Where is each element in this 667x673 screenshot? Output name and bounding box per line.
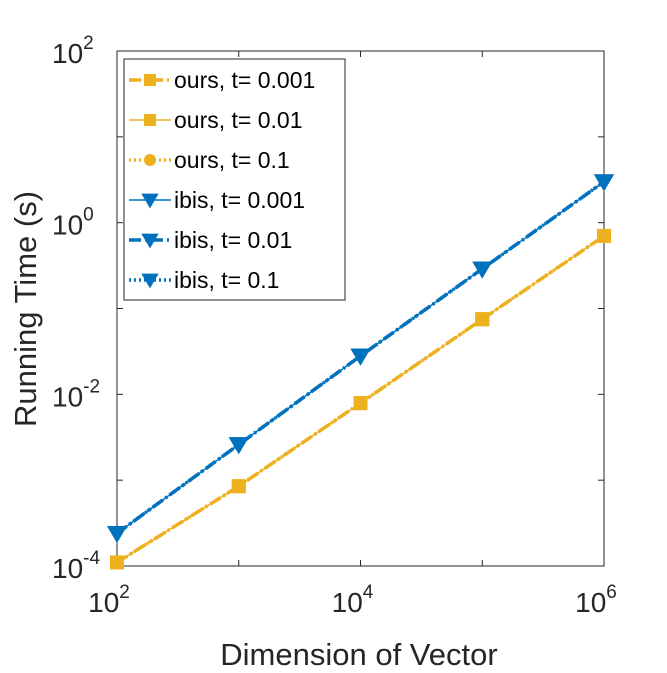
data-point [594,174,614,192]
y-tick-exponent: 2 [83,33,94,54]
y-tick-base: 10 [52,553,83,584]
x-tick-base: 10 [575,587,606,618]
legend-marker [141,273,159,289]
y-tick-exponent: -4 [83,548,100,569]
legend-label: ibis, t= 0.01 [174,227,292,253]
data-point [350,348,371,366]
legend: ours, t= 0.001 ours, t= 0.01 ours, t= 0.1 i… [123,58,346,301]
x-tick-label: 102 [88,582,130,618]
legend-marker [144,74,156,86]
y-tick-exponent: -2 [83,376,100,397]
legend-label: ours, t= 0.1 [174,147,290,173]
x-axis-label: Dimension of Vector [220,637,497,672]
x-tick-exponent: 2 [119,582,130,603]
legend-marker [141,233,159,249]
y-tick-base: 10 [52,381,83,412]
legend-label: ibis, t= 0.1 [174,267,279,293]
y-tick-label: 100 [52,205,94,241]
x-tick-base: 10 [88,587,119,618]
legend-marker [144,114,156,126]
series-3 [110,228,611,570]
legend-entry: ours, t= 0.01 [129,107,303,133]
series-layer [107,174,614,570]
y-tick-base: 10 [52,210,83,241]
legend-entry: ibis, t= 0.1 [129,267,279,293]
data-point [597,228,611,243]
x-tick-exponent: 6 [606,582,617,603]
y-tick-label: 10-2 [52,376,100,412]
data-point [231,479,246,494]
x-tick-exponent: 4 [363,582,374,603]
data-point [110,555,124,570]
legend-box [123,58,346,301]
y-tick-exponent: 0 [83,205,94,226]
legend-entry: ours, t= 0.001 [129,67,315,93]
data-point [475,312,490,327]
data-point [228,437,249,455]
series-6 [107,174,614,543]
y-tick-label: 102 [52,33,94,69]
legend-marker [144,154,156,166]
legend-entry: ibis, t= 0.001 [129,187,305,213]
data-point [107,526,127,543]
legend-entry: ibis, t= 0.01 [129,227,292,253]
y-axis-label: Running Time (s) [8,191,43,427]
y-tick-label: 10-4 [52,548,100,584]
x-tick-label: 104 [332,582,374,618]
data-point [472,261,493,279]
x-tick-base: 10 [332,587,363,618]
legend-entry: ours, t= 0.1 [129,147,290,173]
legend-label: ours, t= 0.001 [174,67,315,93]
legend-marker [141,193,159,209]
legend-label: ibis, t= 0.001 [174,187,305,213]
data-point [353,396,368,411]
y-tick-base: 10 [52,38,83,69]
x-tick-label: 106 [575,582,617,618]
legend-label: ours, t= 0.01 [174,107,303,133]
